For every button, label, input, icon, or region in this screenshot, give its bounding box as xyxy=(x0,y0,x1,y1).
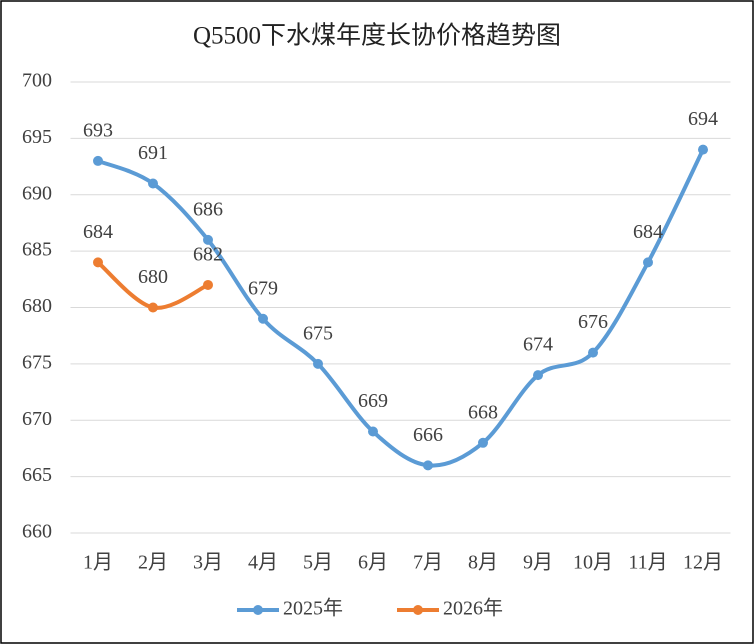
x-tick-label: 7月 xyxy=(413,552,443,574)
data-point xyxy=(533,370,543,381)
x-tick-label: 10月 xyxy=(573,552,613,574)
data-point xyxy=(203,279,213,290)
data-label: 674 xyxy=(523,334,553,356)
chart-title: Q5500下水煤年度长协价格趋势图 xyxy=(193,22,561,50)
data-point xyxy=(148,178,158,189)
data-label: 680 xyxy=(138,266,168,288)
y-tick-label: 665 xyxy=(22,464,52,486)
data-label: 669 xyxy=(358,390,388,412)
y-tick-label: 675 xyxy=(22,351,52,373)
y-tick-label: 680 xyxy=(22,295,52,317)
data-label: 682 xyxy=(193,244,223,266)
data-label: 684 xyxy=(83,221,113,243)
x-tick-label: 3月 xyxy=(193,552,223,574)
data-point xyxy=(698,144,708,155)
data-label: 679 xyxy=(248,277,278,299)
data-point xyxy=(93,257,103,268)
y-tick-label: 695 xyxy=(22,126,52,148)
data-point xyxy=(588,347,598,358)
y-tick-label: 700 xyxy=(22,70,52,92)
data-point xyxy=(368,426,378,437)
data-label: 691 xyxy=(138,142,168,164)
x-tick-label: 9月 xyxy=(523,552,553,574)
y-tick-label: 685 xyxy=(22,239,52,261)
y-tick-label: 670 xyxy=(22,408,52,430)
data-label: 666 xyxy=(413,424,443,446)
legend-label: 2026年 xyxy=(443,597,503,620)
x-tick-label: 8月 xyxy=(468,552,498,574)
legend-marker xyxy=(413,605,423,615)
data-point xyxy=(423,460,433,471)
data-label: 668 xyxy=(468,401,498,423)
x-tick-label: 1月 xyxy=(83,552,113,574)
x-tick-label: 6月 xyxy=(358,552,388,574)
y-tick-label: 660 xyxy=(22,521,52,543)
data-point xyxy=(478,437,488,448)
data-point xyxy=(203,234,213,245)
data-point xyxy=(258,313,268,324)
x-tick-label: 11月 xyxy=(628,552,667,574)
data-label: 675 xyxy=(303,322,333,344)
x-tick-label: 5月 xyxy=(303,552,333,574)
data-label: 686 xyxy=(193,198,223,220)
legend-label: 2025年 xyxy=(283,597,343,620)
data-point xyxy=(313,358,323,369)
data-label: 684 xyxy=(633,221,663,243)
x-tick-label: 2月 xyxy=(138,552,168,574)
data-label: 693 xyxy=(83,120,113,142)
legend-marker xyxy=(253,605,263,615)
data-point xyxy=(93,155,103,166)
x-tick-label: 4月 xyxy=(248,552,278,574)
data-point xyxy=(148,302,158,313)
x-tick-label: 12月 xyxy=(683,552,723,574)
data-label: 694 xyxy=(688,108,718,130)
data-label: 676 xyxy=(578,311,608,333)
data-point xyxy=(643,257,653,268)
y-tick-label: 690 xyxy=(22,182,52,204)
